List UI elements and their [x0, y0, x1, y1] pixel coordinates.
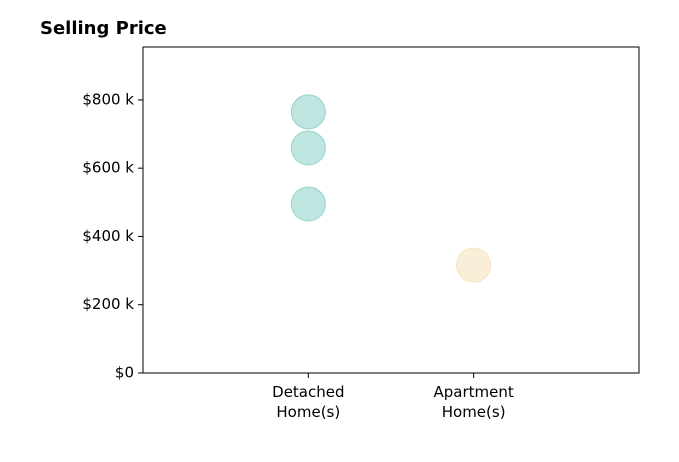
- plot-frame: [142, 46, 640, 374]
- point: [290, 186, 326, 222]
- chart-title: Selling Price: [40, 18, 167, 39]
- point: [456, 247, 492, 283]
- y-tick-label: $400 k: [82, 227, 134, 245]
- y-tick-label: $0: [115, 364, 134, 382]
- x-tick-label: Detached Home(s): [272, 383, 345, 421]
- x-tick-label: Apartment Home(s): [433, 383, 514, 421]
- point: [290, 130, 326, 166]
- point: [290, 94, 326, 130]
- y-tick-label: $800 k: [82, 90, 134, 108]
- y-tick-label: $200 k: [82, 295, 134, 313]
- y-tick-label: $600 k: [82, 159, 134, 177]
